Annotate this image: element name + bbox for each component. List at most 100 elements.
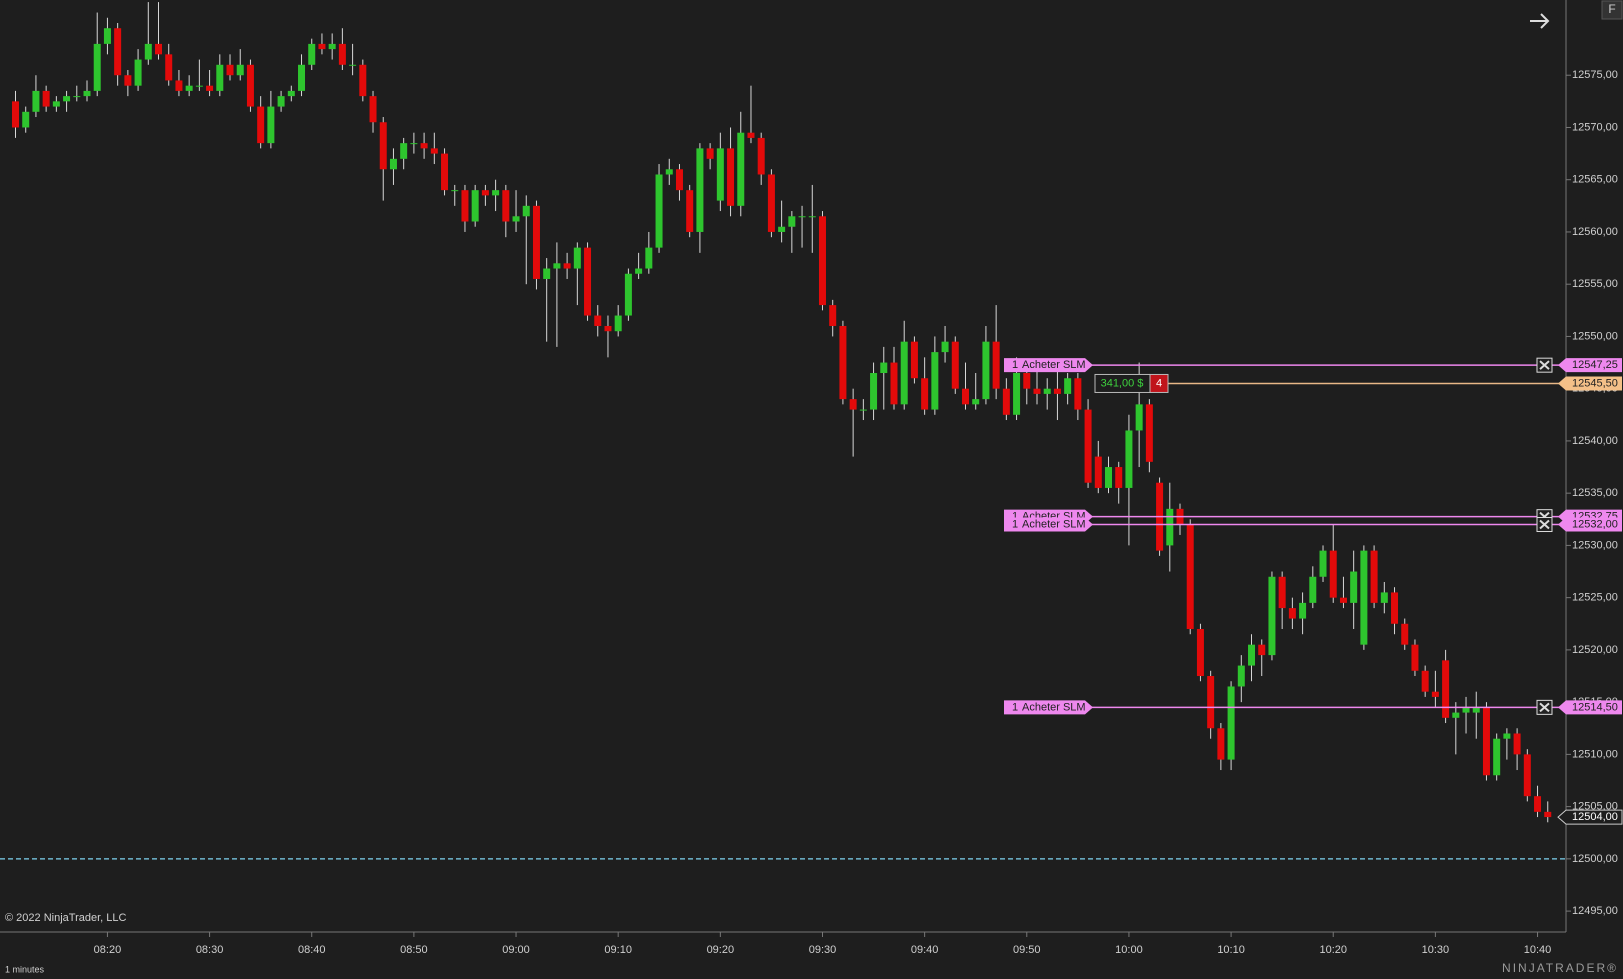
x-tick-label: 09:00 [502, 944, 530, 956]
candle-body [1523, 754, 1531, 797]
candle-body [951, 341, 959, 389]
position-qty: 4 [1156, 377, 1162, 389]
candle-body [798, 216, 806, 218]
candle-body [1094, 456, 1102, 488]
candle-body [1145, 404, 1153, 462]
candle-body [103, 28, 111, 44]
y-tick-label: 12505,00 [1572, 801, 1618, 813]
order-label[interactable]: Acheter SLM [1022, 701, 1086, 713]
candle-body [22, 111, 30, 128]
candle-body [257, 106, 265, 144]
candle-body [451, 190, 459, 192]
y-tick-label: 12575,00 [1572, 69, 1618, 81]
x-tick-label: 09:30 [809, 944, 837, 956]
order-cancel-x[interactable] [1539, 360, 1550, 370]
candle-body [12, 101, 19, 128]
order-label[interactable]: Acheter SLM [1022, 359, 1086, 371]
candle-body [114, 28, 122, 76]
candle-body [441, 153, 449, 191]
candle-body [287, 90, 295, 97]
candle-body [921, 378, 929, 410]
candle-body [1023, 373, 1031, 389]
y-tick-label: 12500,00 [1572, 853, 1618, 865]
candle-body [277, 96, 285, 107]
candle-body [175, 80, 183, 91]
candle-body [318, 43, 326, 50]
candle-body [206, 85, 214, 91]
y-tick-label: 12535,00 [1572, 487, 1618, 499]
candle-body [1268, 576, 1276, 656]
candle-body [573, 247, 581, 269]
candle-body [584, 247, 592, 316]
order-label-box[interactable] [1004, 700, 1093, 715]
candle-body [1503, 733, 1511, 739]
order-quantity[interactable]: 1 [1012, 511, 1018, 523]
candle-body [369, 96, 377, 123]
candle-body [767, 174, 775, 232]
interval: 1 minutes [5, 964, 45, 974]
position-price: 12545,50 [1572, 377, 1618, 389]
candle-body [1074, 378, 1082, 410]
order-quantity[interactable]: 1 [1012, 518, 1018, 530]
candle-body [185, 85, 193, 91]
candle-body [859, 409, 867, 411]
candle-body [1319, 550, 1327, 577]
candle-body [246, 64, 254, 107]
y-tick-label: 12525,00 [1572, 592, 1618, 604]
candle-body [400, 143, 408, 159]
candle-body [144, 43, 152, 60]
x-tick-label: 09:20 [707, 944, 735, 956]
order-price: 12547,25 [1572, 359, 1618, 371]
candle-body [1401, 623, 1409, 645]
candle-body [1534, 796, 1542, 812]
f-button-label[interactable]: F [1608, 2, 1615, 16]
candle-body [778, 226, 786, 232]
candle-body [1431, 691, 1439, 697]
x-tick-label: 10:30 [1422, 944, 1450, 956]
candle-body [931, 352, 939, 410]
order-quantity[interactable]: 1 [1012, 701, 1018, 713]
candle-body [1482, 707, 1490, 776]
candle-body [420, 143, 428, 149]
candle-body [298, 64, 306, 91]
candle-body [675, 169, 683, 191]
candle-body [747, 132, 755, 138]
candle-body [1033, 388, 1041, 394]
candle-body [430, 148, 438, 154]
x-tick-label: 10:20 [1319, 944, 1347, 956]
candle-body [1013, 373, 1021, 415]
candle-body [1248, 644, 1256, 666]
order-label-box[interactable] [1004, 358, 1093, 373]
candle-body [83, 90, 91, 97]
copyright: © 2022 NinjaTrader, LLC [5, 912, 126, 924]
order-quantity[interactable]: 1 [1012, 359, 1018, 371]
order-cancel-x[interactable] [1539, 519, 1550, 530]
candle-body [1115, 467, 1123, 488]
x-tick-label: 09:40 [911, 944, 939, 956]
order-cancel-x[interactable] [1539, 702, 1550, 713]
scroll-arrow[interactable] [1530, 13, 1550, 29]
candle-body [359, 64, 367, 97]
x-tick-label: 10:00 [1115, 944, 1143, 956]
x-tick-label: 09:50 [1013, 944, 1041, 956]
candle-body [727, 148, 735, 206]
candle-body [492, 190, 500, 196]
candle-body [910, 341, 918, 379]
order-label-box[interactable] [1004, 517, 1093, 532]
candle-body [1196, 628, 1204, 677]
candle-body [706, 148, 714, 159]
candle-body [389, 158, 397, 170]
f-button[interactable] [1601, 0, 1623, 20]
candle-body [216, 64, 224, 91]
candle-body [1493, 738, 1501, 776]
candle-body [1472, 707, 1480, 713]
candle-body [1258, 644, 1266, 656]
candle-body [1166, 508, 1174, 546]
candle-body [870, 373, 878, 410]
order-label[interactable]: Acheter SLM [1022, 518, 1086, 530]
candle-body [655, 174, 663, 248]
candle-body [42, 90, 50, 107]
candle-body [1350, 571, 1358, 603]
candle-body [839, 325, 847, 400]
